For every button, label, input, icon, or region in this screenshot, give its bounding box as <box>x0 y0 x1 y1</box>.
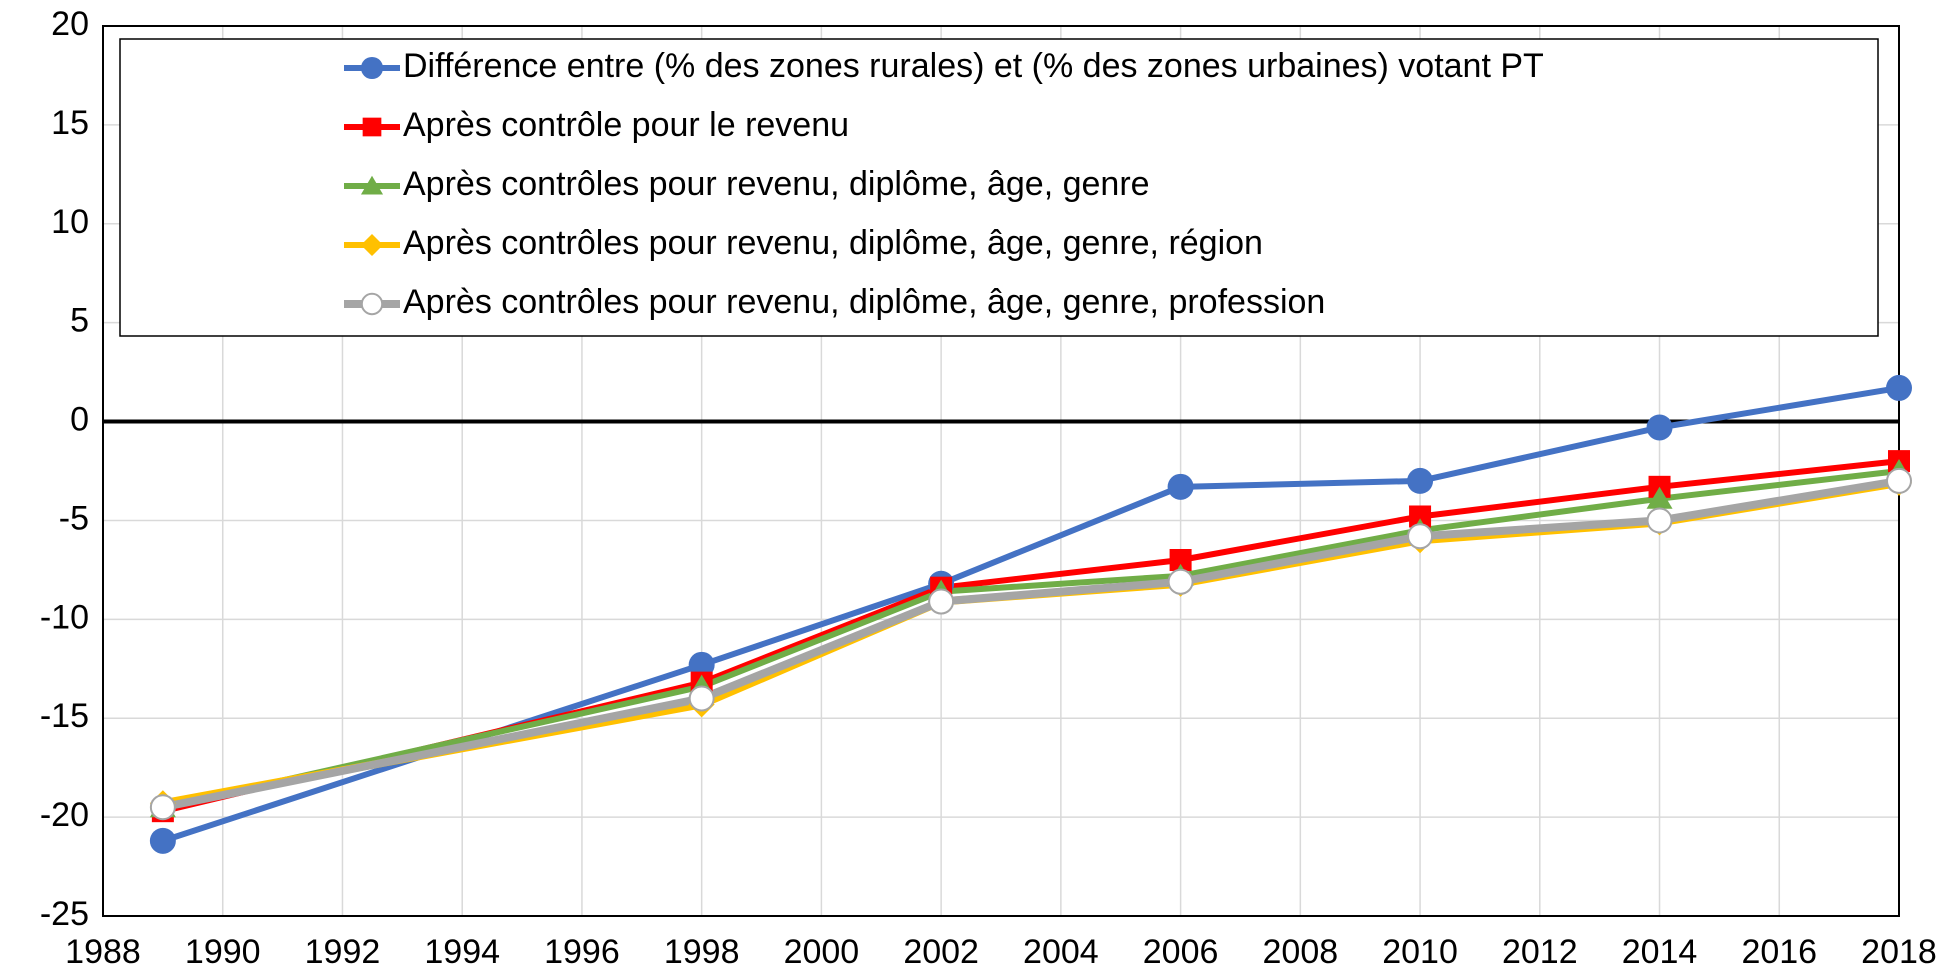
marker <box>1167 568 1194 595</box>
x-tick-label: 2012 <box>1502 933 1578 971</box>
y-tick-label: -20 <box>40 796 89 834</box>
marker <box>360 233 384 257</box>
marker <box>928 588 955 615</box>
x-tick-label: 1988 <box>65 933 141 971</box>
x-tick-label: 2010 <box>1382 933 1458 971</box>
marker <box>149 827 176 854</box>
y-tick-label: 15 <box>51 104 89 142</box>
x-tick-label: 2000 <box>784 933 860 971</box>
x-tick-label: 2004 <box>1023 933 1099 971</box>
legend-label: Après contrôle pour le revenu <box>403 106 849 144</box>
marker <box>1407 467 1434 494</box>
marker <box>1646 507 1673 534</box>
marker <box>1646 486 1673 509</box>
x-tick-label: 2008 <box>1263 933 1339 971</box>
marker <box>360 175 384 195</box>
marker <box>362 117 382 137</box>
series-line <box>162 476 1900 812</box>
marker <box>1409 505 1432 528</box>
x-tick-label: 2002 <box>903 933 979 971</box>
x-tick-label: 1998 <box>664 933 740 971</box>
x-tick-label: 1990 <box>185 933 261 971</box>
marker <box>1407 523 1434 550</box>
marker <box>688 685 715 712</box>
y-tick-label: -15 <box>40 697 89 735</box>
y-tick-label: 20 <box>51 5 89 43</box>
series-line <box>161 384 1900 844</box>
legend-label: Différence entre (% des zones rurales) e… <box>403 47 1544 85</box>
legend-label: Après contrôles pour revenu, diplôme, âg… <box>403 165 1150 203</box>
x-tick-label: 1996 <box>544 933 620 971</box>
y-tick-label: -5 <box>59 499 89 537</box>
legend-label: Après contrôles pour revenu, diplôme, âg… <box>403 283 1325 321</box>
x-tick-label: 1994 <box>424 933 500 971</box>
y-tick-label: -25 <box>40 895 89 933</box>
marker <box>360 56 384 80</box>
marker <box>1646 414 1673 441</box>
marker <box>688 651 715 678</box>
x-tick-label: 2016 <box>1741 933 1817 971</box>
legend-box <box>119 38 1879 337</box>
marker <box>1167 473 1194 500</box>
y-tick-label: -10 <box>40 598 89 636</box>
x-tick-label: 2018 <box>1861 933 1937 971</box>
marker <box>1886 467 1912 494</box>
x-tick-label: 2006 <box>1143 933 1219 971</box>
x-tick-label: 1992 <box>305 933 381 971</box>
y-tick-label: 0 <box>70 401 89 439</box>
legend-label: Après contrôles pour revenu, diplôme, âg… <box>403 224 1263 262</box>
marker <box>360 292 384 316</box>
marker <box>1886 374 1912 401</box>
x-tick-label: 2014 <box>1622 933 1698 971</box>
marker <box>149 794 176 821</box>
y-tick-label: 5 <box>70 302 89 340</box>
y-tick-label: 10 <box>51 203 89 241</box>
marker <box>1169 549 1192 571</box>
